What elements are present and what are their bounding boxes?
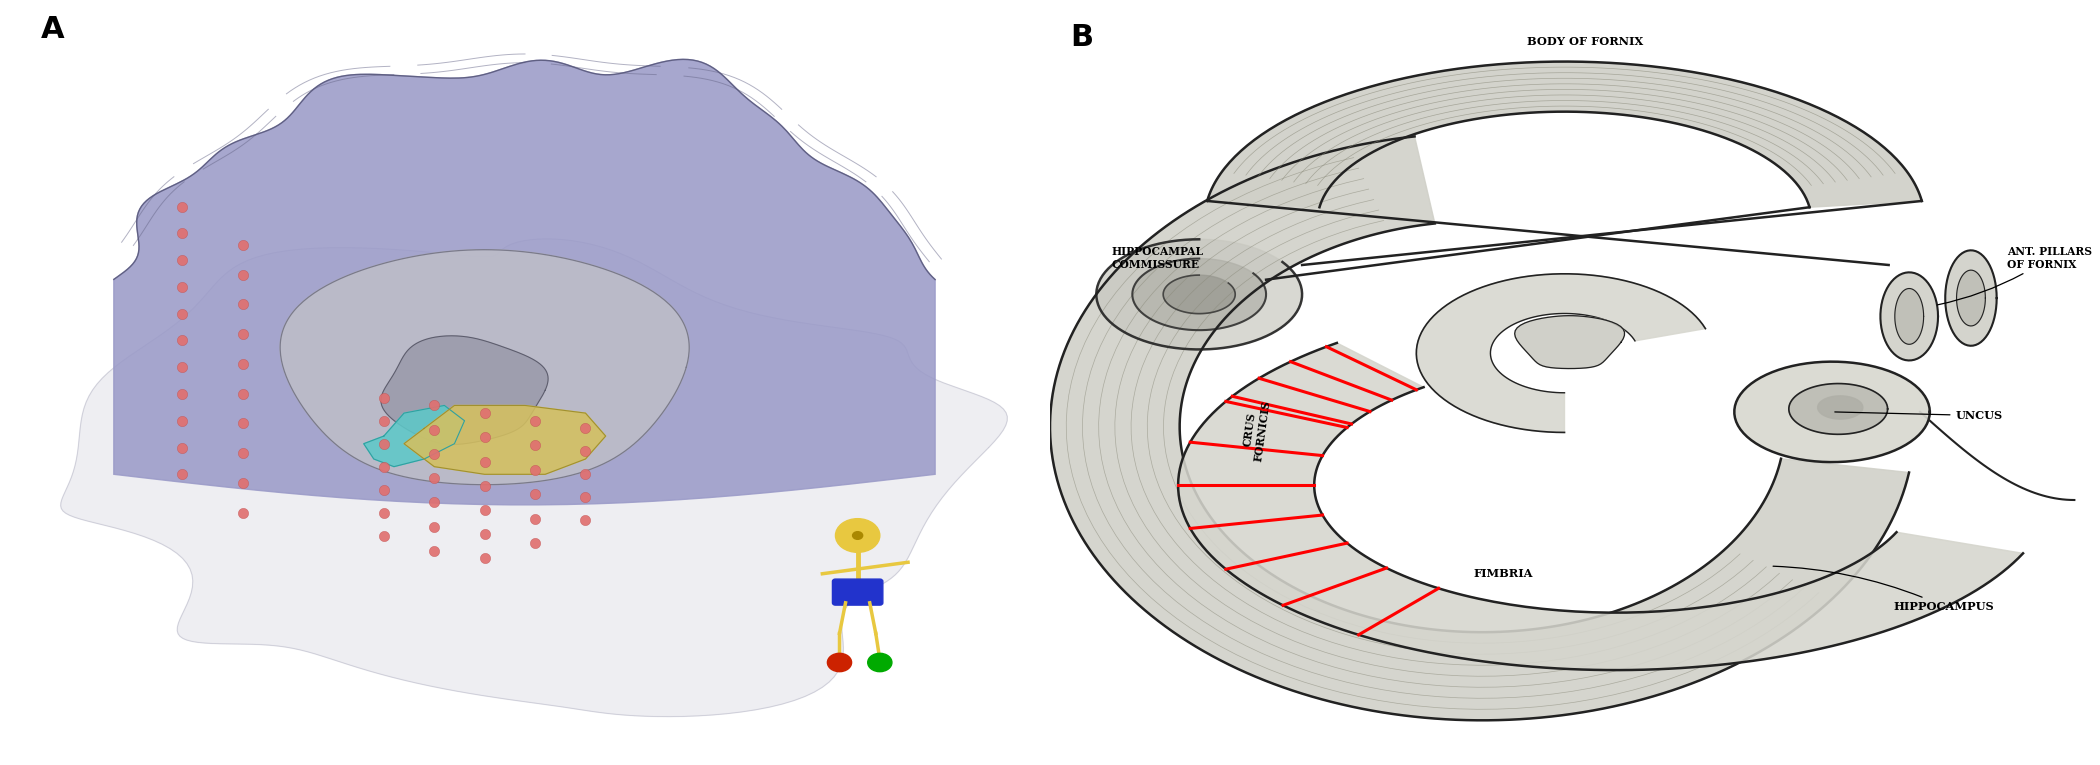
Polygon shape bbox=[1208, 61, 1922, 207]
Polygon shape bbox=[113, 60, 934, 505]
Point bbox=[418, 424, 452, 436]
Polygon shape bbox=[1096, 239, 1302, 350]
Text: HIPPOCAMPUS: HIPPOCAMPUS bbox=[1772, 566, 1995, 612]
Point bbox=[569, 422, 603, 435]
Point bbox=[227, 387, 260, 399]
Text: FIMBRIA: FIMBRIA bbox=[1472, 568, 1533, 579]
Point bbox=[418, 472, 452, 484]
Point bbox=[418, 520, 452, 532]
Point bbox=[166, 468, 200, 480]
Polygon shape bbox=[380, 336, 548, 444]
Point bbox=[166, 334, 200, 347]
Point bbox=[418, 496, 452, 509]
Polygon shape bbox=[1514, 316, 1625, 369]
Point bbox=[227, 417, 260, 429]
Point bbox=[519, 513, 552, 525]
Point bbox=[166, 254, 200, 266]
Polygon shape bbox=[1957, 270, 1984, 326]
Point bbox=[227, 298, 260, 311]
Point bbox=[227, 477, 260, 489]
Polygon shape bbox=[1050, 136, 1909, 721]
Polygon shape bbox=[279, 249, 689, 485]
Point bbox=[468, 455, 502, 467]
Point bbox=[368, 506, 401, 519]
Point bbox=[519, 439, 552, 451]
Point bbox=[418, 545, 452, 557]
Point bbox=[569, 468, 603, 480]
Polygon shape bbox=[1880, 272, 1938, 360]
Polygon shape bbox=[1735, 362, 1930, 462]
Text: A: A bbox=[42, 15, 65, 44]
Point bbox=[166, 200, 200, 213]
Point bbox=[468, 407, 502, 419]
Point bbox=[368, 461, 401, 473]
Point bbox=[166, 308, 200, 320]
Point bbox=[418, 399, 452, 412]
Point bbox=[468, 480, 502, 492]
Point bbox=[368, 529, 401, 542]
Polygon shape bbox=[61, 239, 1008, 717]
Point bbox=[227, 447, 260, 459]
Point bbox=[368, 438, 401, 450]
Circle shape bbox=[836, 519, 880, 552]
Point bbox=[227, 358, 260, 370]
Text: B: B bbox=[1071, 23, 1094, 52]
Point bbox=[519, 488, 552, 500]
Point bbox=[166, 281, 200, 293]
Point bbox=[227, 269, 260, 281]
Point bbox=[519, 464, 552, 476]
Point bbox=[368, 483, 401, 496]
Text: BODY OF FORNIX: BODY OF FORNIX bbox=[1527, 35, 1642, 47]
Point bbox=[519, 537, 552, 549]
Point bbox=[166, 415, 200, 427]
Polygon shape bbox=[1163, 275, 1235, 314]
Point bbox=[468, 431, 502, 444]
Circle shape bbox=[827, 653, 853, 672]
Polygon shape bbox=[1178, 343, 2022, 670]
Point bbox=[368, 415, 401, 427]
FancyBboxPatch shape bbox=[832, 579, 882, 605]
Circle shape bbox=[867, 653, 892, 672]
Circle shape bbox=[853, 532, 863, 539]
Point bbox=[418, 448, 452, 460]
Polygon shape bbox=[1415, 274, 1705, 432]
Point bbox=[368, 392, 401, 404]
Text: ANT. PILLARS
OF FORNIX: ANT. PILLARS OF FORNIX bbox=[1938, 246, 2092, 304]
Point bbox=[166, 388, 200, 400]
Point bbox=[166, 441, 200, 454]
Point bbox=[569, 445, 603, 457]
Polygon shape bbox=[1819, 396, 1863, 419]
Point bbox=[569, 514, 603, 526]
Polygon shape bbox=[1894, 288, 1924, 344]
Point bbox=[166, 227, 200, 239]
Point bbox=[227, 506, 260, 519]
Point bbox=[227, 239, 260, 251]
Text: CRUS
FORNICIS: CRUS FORNICIS bbox=[1239, 398, 1273, 463]
Polygon shape bbox=[363, 405, 464, 467]
Point bbox=[468, 504, 502, 516]
Polygon shape bbox=[1132, 259, 1266, 330]
Polygon shape bbox=[1945, 250, 1997, 346]
Point bbox=[519, 415, 552, 427]
Point bbox=[227, 328, 260, 340]
Point bbox=[569, 491, 603, 503]
Point bbox=[468, 552, 502, 565]
Point bbox=[166, 361, 200, 373]
Point bbox=[468, 528, 502, 540]
Text: UNCUS: UNCUS bbox=[1835, 410, 2003, 421]
Polygon shape bbox=[403, 405, 605, 474]
Text: HIPPOCAMPAL
COMMISSURE: HIPPOCAMPAL COMMISSURE bbox=[1111, 246, 1203, 269]
Polygon shape bbox=[1789, 383, 1888, 435]
